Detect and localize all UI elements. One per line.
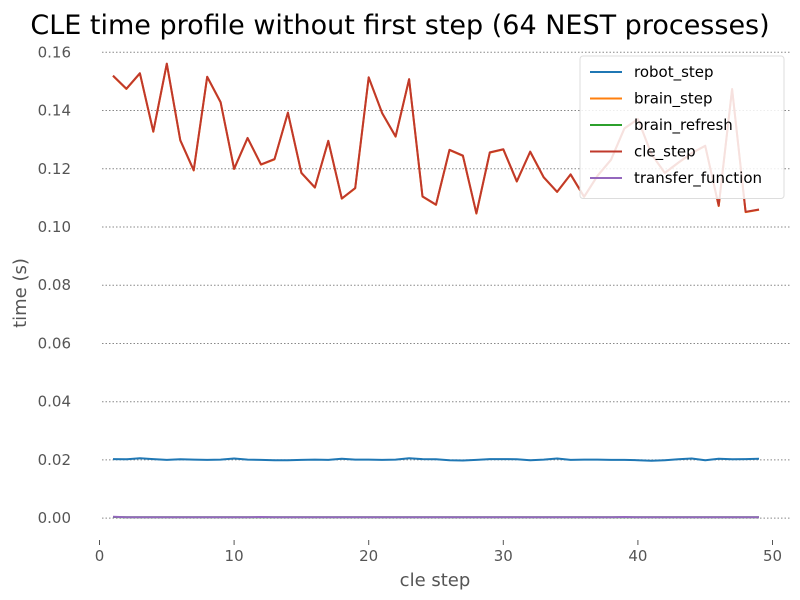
- y-tick-label: 0.04: [38, 393, 71, 411]
- legend-box: [579, 55, 785, 199]
- y-tick-label: 0.06: [38, 334, 71, 352]
- series-line-robot-step: [112, 457, 760, 462]
- series-layer: [112, 62, 760, 519]
- y-tick-label: 0.12: [38, 160, 71, 178]
- y-tick-label: 0.00: [38, 509, 71, 527]
- legend: robot_step brain_step brain_refresh cle_ste…: [579, 55, 785, 199]
- x-tick-label: 40: [628, 547, 647, 565]
- x-tick-label: 50: [763, 547, 782, 565]
- y-tick-label: 0.02: [38, 451, 71, 469]
- legend-label: cle_step: [634, 143, 696, 162]
- x-axis-label: cle step: [400, 570, 471, 591]
- series-line-transfer-function: [112, 515, 759, 519]
- y-axis: 0.00 0.02 0.04 0.06 0.08 0.10 0.12 0.14 0.16: [38, 43, 71, 527]
- chart-title: CLE time profile without first step (64 …: [30, 10, 769, 41]
- x-tick-label: 20: [359, 547, 378, 565]
- legend-label: brain_refresh: [634, 116, 733, 135]
- legend-label: robot_step: [634, 63, 714, 82]
- y-tick-label: 0.14: [38, 102, 71, 120]
- x-tick-label: 10: [225, 547, 244, 565]
- x-axis: 0 10 20 30 40 50: [95, 540, 782, 565]
- x-tick-label: 30: [494, 547, 513, 565]
- y-tick-label: 0.08: [38, 276, 71, 294]
- y-tick-label: 0.16: [38, 43, 71, 61]
- y-tick-label: 0.10: [38, 218, 71, 236]
- legend-label: transfer_function: [634, 169, 762, 188]
- y-axis-label: time (s): [10, 258, 31, 328]
- legend-label: brain_step: [634, 90, 713, 109]
- x-tick-label: 0: [95, 547, 105, 565]
